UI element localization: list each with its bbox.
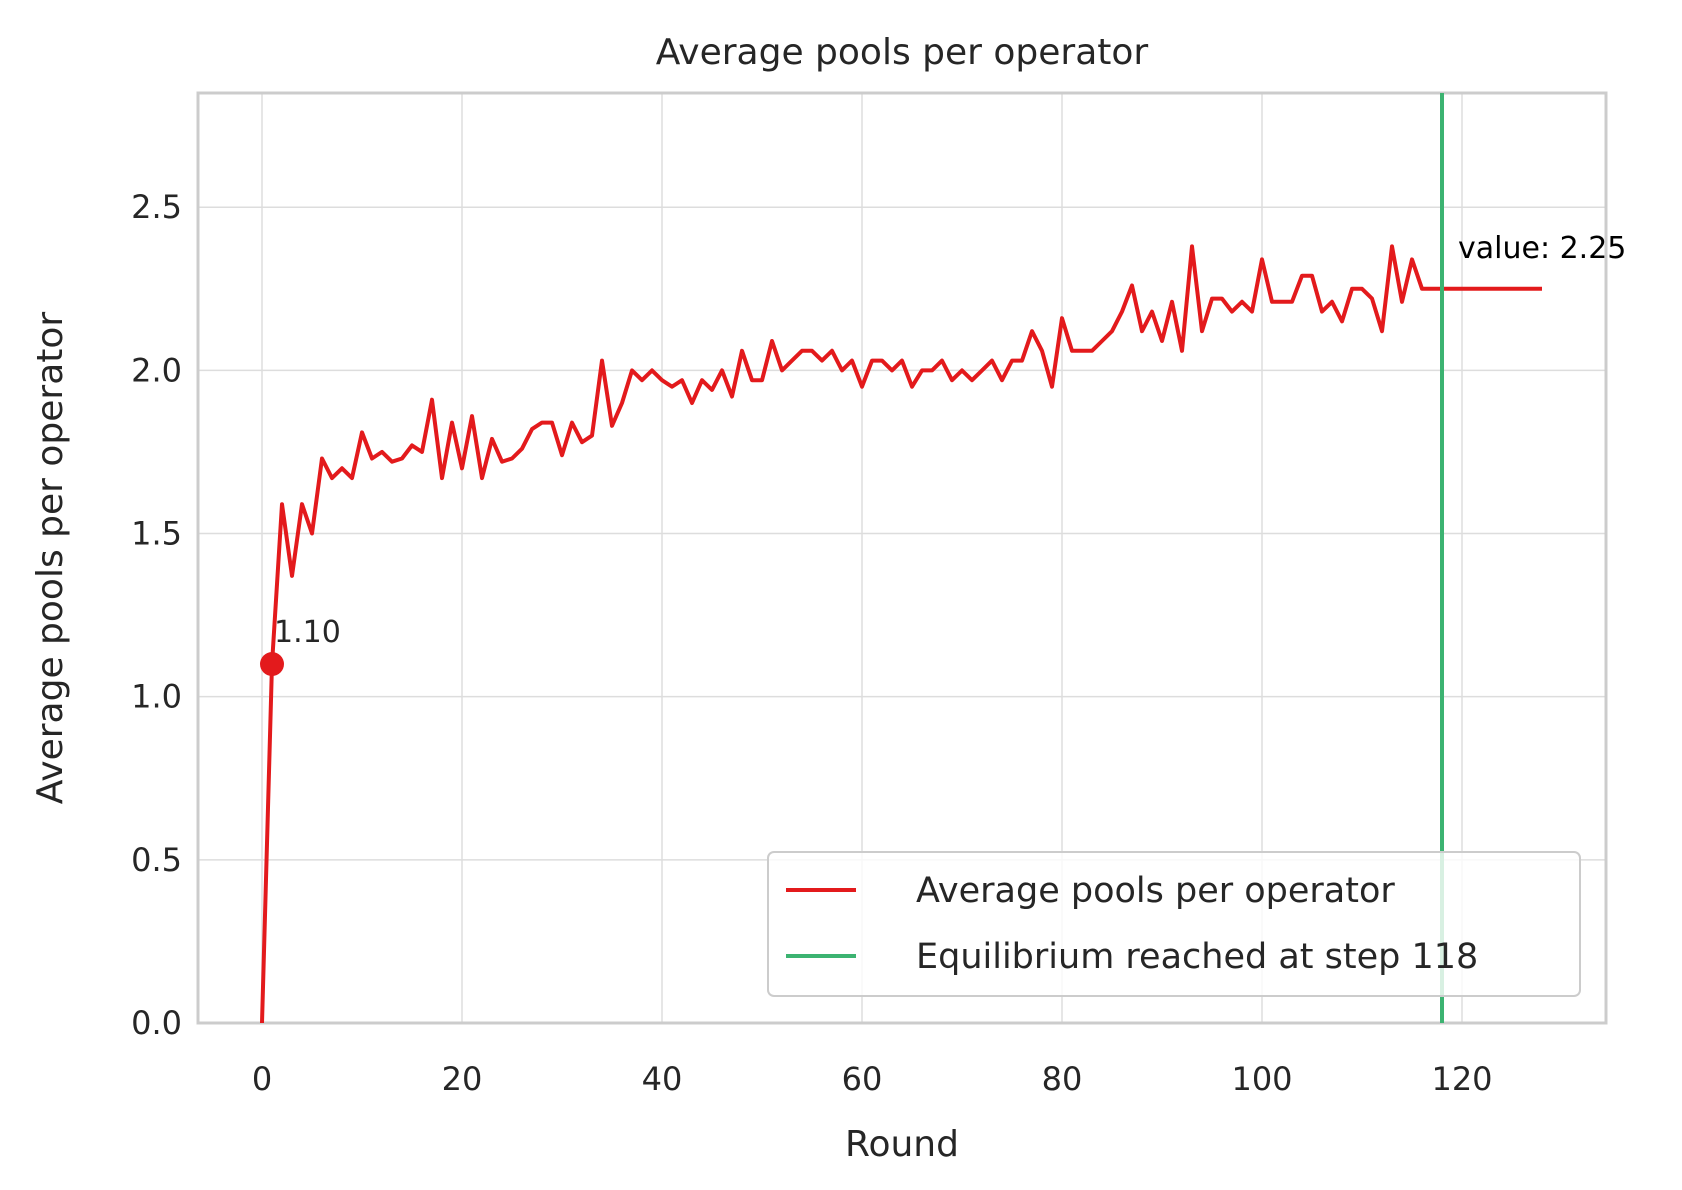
y-tick-label: 2.0 bbox=[131, 351, 182, 389]
x-axis-label: Round bbox=[845, 1124, 959, 1165]
y-axis-label: Average pools per operator bbox=[30, 312, 71, 805]
y-tick-label: 0.0 bbox=[131, 1004, 182, 1042]
legend: Average pools per operator Equilibrium r… bbox=[767, 851, 1581, 997]
x-tick-label: 120 bbox=[1431, 1060, 1492, 1098]
start-point-marker bbox=[260, 652, 284, 677]
y-tick-label: 1.5 bbox=[131, 515, 182, 553]
x-tick-label: 60 bbox=[842, 1060, 883, 1098]
y-tick-label: 2.5 bbox=[131, 188, 182, 226]
y-tick-label: 1.0 bbox=[131, 678, 182, 716]
end-value-label: value: 2.25 bbox=[1458, 231, 1626, 266]
y-tick-label: 0.5 bbox=[131, 841, 182, 879]
series-line-average-pools bbox=[260, 244, 1542, 1024]
legend-label-equilibrium: Equilibrium reached at step 118 bbox=[916, 937, 1478, 977]
x-tick-labels: 0 20 40 60 80 100 120 bbox=[252, 1060, 1493, 1098]
x-tick-label: 20 bbox=[442, 1060, 483, 1098]
start-value-label: 1.10 bbox=[274, 615, 341, 650]
legend-box bbox=[767, 851, 1581, 997]
x-tick-label: 100 bbox=[1231, 1060, 1292, 1098]
chart-title: Average pools per operator bbox=[656, 32, 1149, 73]
plot-frame bbox=[196, 91, 1608, 1025]
x-tick-label: 40 bbox=[642, 1060, 683, 1098]
x-tick-label: 0 bbox=[252, 1060, 272, 1098]
legend-label-average: Average pools per operator bbox=[916, 871, 1395, 911]
x-tick-label: 80 bbox=[1042, 1060, 1083, 1098]
annotations: 1.10 value: 2.25 bbox=[260, 231, 1626, 677]
y-tick-labels: 0.0 0.5 1.0 1.5 2.0 2.5 bbox=[131, 188, 182, 1042]
